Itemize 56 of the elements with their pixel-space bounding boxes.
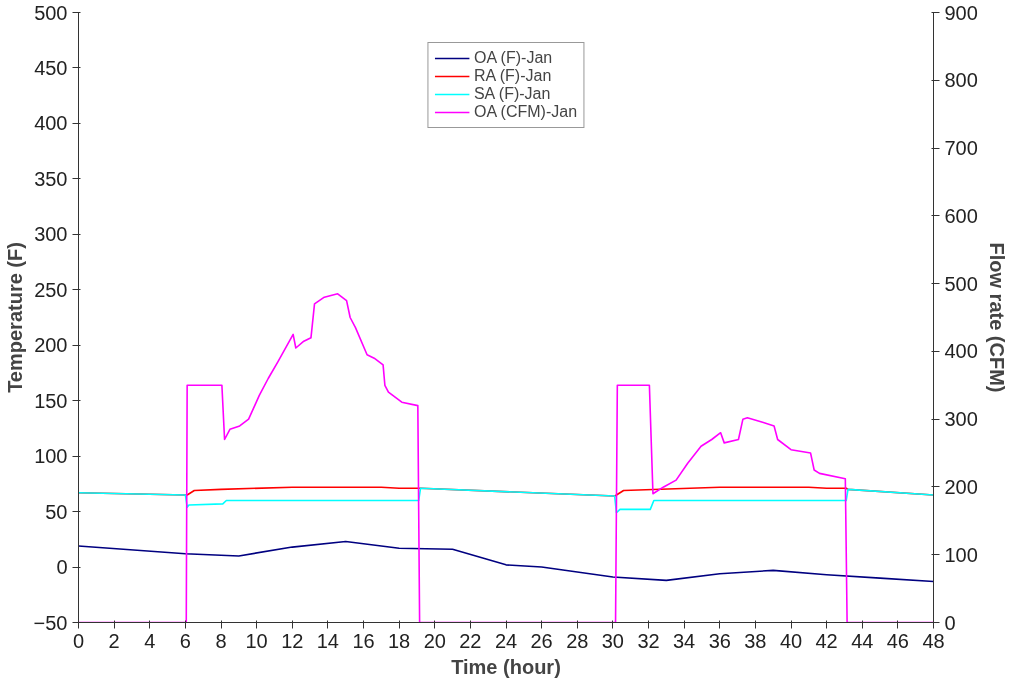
x-tick-label: 14 bbox=[316, 629, 339, 652]
line-series bbox=[78, 487, 934, 514]
x-tick-label: 32 bbox=[637, 629, 660, 652]
x-tick-label: 26 bbox=[530, 629, 553, 652]
y-tick-label: 400 bbox=[34, 112, 68, 135]
x-tick-label: 6 bbox=[179, 629, 191, 652]
legend-label: OA (CFM)-Jan bbox=[473, 103, 578, 121]
x-tick-label: 34 bbox=[673, 629, 696, 652]
y-axis-title: Temperature (F) bbox=[3, 242, 26, 393]
x-tick-label: 0 bbox=[72, 629, 85, 652]
legend-label: SA (F)-Jan bbox=[473, 85, 551, 103]
y-tick-label: 0 bbox=[56, 556, 68, 579]
y-tick-label: −50 bbox=[33, 611, 68, 634]
x-tick-label: 42 bbox=[815, 629, 838, 652]
x-tick-label: 30 bbox=[601, 629, 624, 652]
y2-tick-label: 300 bbox=[944, 408, 978, 431]
x-tick-label: 20 bbox=[423, 629, 446, 652]
x-tick-label: 2 bbox=[108, 629, 120, 652]
legend-label: OA (F)-Jan bbox=[473, 49, 553, 67]
y2-tick-label: 600 bbox=[944, 204, 978, 227]
y-tick-label: 100 bbox=[34, 445, 68, 468]
y-tick-label: 300 bbox=[34, 223, 68, 246]
x-axis-title: Time (hour) bbox=[451, 655, 561, 678]
y2-tick-label: 700 bbox=[944, 137, 978, 160]
x-tick-label: 38 bbox=[744, 629, 767, 652]
y-tick-label: 50 bbox=[45, 500, 68, 523]
x-tick-label: 46 bbox=[886, 629, 909, 652]
x-tick-label: 36 bbox=[708, 629, 731, 652]
x-tick-label: 22 bbox=[459, 629, 482, 652]
y2-tick-label: 200 bbox=[944, 475, 978, 498]
x-tick-label: 8 bbox=[215, 629, 227, 652]
x-tick-label: 16 bbox=[352, 629, 375, 652]
x-tick-label: 28 bbox=[566, 629, 589, 652]
y2-tick-label: 900 bbox=[944, 1, 978, 24]
y2-tick-label: 800 bbox=[944, 69, 978, 92]
y-tick-label: 450 bbox=[34, 56, 68, 79]
y-tick-label: 250 bbox=[34, 278, 68, 301]
y2-tick-label: 100 bbox=[944, 543, 978, 566]
x-tick-label: 10 bbox=[245, 629, 268, 652]
y2-axis-title: Flow rate (CFM) bbox=[985, 242, 1008, 393]
y2-tick-label: 400 bbox=[944, 340, 978, 363]
y-tick-label: 350 bbox=[34, 167, 68, 190]
x-tick-label: 18 bbox=[388, 629, 411, 652]
line-series bbox=[78, 540, 934, 583]
legend-label: RA (F)-Jan bbox=[473, 67, 552, 85]
x-tick-label: 48 bbox=[922, 629, 945, 652]
x-tick-label: 12 bbox=[281, 629, 304, 652]
y-tick-label: 500 bbox=[34, 1, 68, 24]
x-tick-label: 4 bbox=[144, 629, 156, 652]
y2-tick-label: 500 bbox=[944, 272, 978, 295]
x-tick-label: 40 bbox=[779, 629, 803, 652]
x-tick-label: 24 bbox=[494, 629, 518, 652]
y2-tick-label: 0 bbox=[944, 611, 956, 634]
y-tick-label: 150 bbox=[34, 389, 68, 412]
y-tick-label: 200 bbox=[34, 334, 68, 357]
x-tick-label: 44 bbox=[851, 629, 874, 652]
